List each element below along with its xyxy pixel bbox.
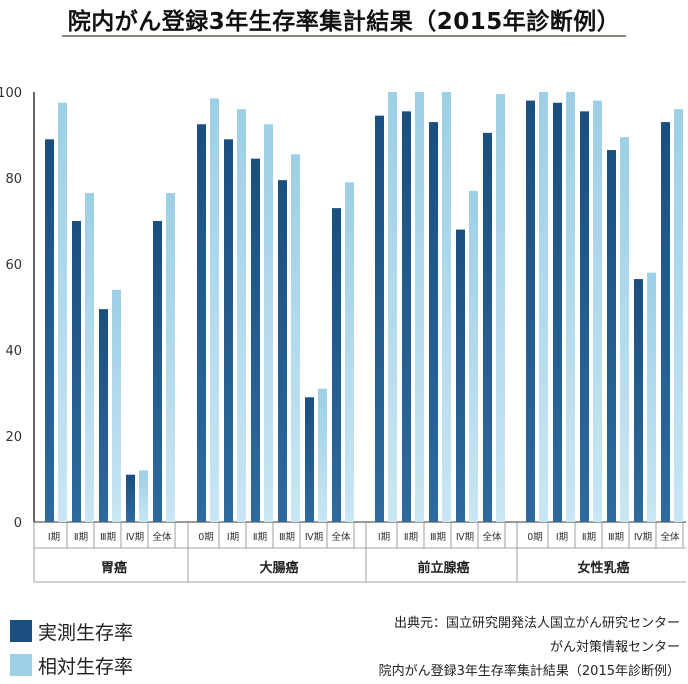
- bar-actual: [126, 474, 135, 522]
- bar-relative: [415, 92, 424, 522]
- legend-swatch-relative: [10, 654, 32, 676]
- x-tick-label: Ⅲ期: [430, 532, 446, 543]
- bar-relative: [388, 92, 397, 522]
- x-tick-label: Ⅱ期: [404, 532, 418, 543]
- bar-actual: [607, 150, 616, 523]
- bar-actual: [72, 221, 81, 522]
- bar-actual: [305, 397, 314, 522]
- group-label: 前立腺癌: [417, 560, 469, 576]
- legend-label-actual: 実測生存率: [38, 622, 134, 644]
- bar-relative: [112, 289, 121, 522]
- bar-relative: [318, 388, 327, 522]
- x-tick-label: Ⅱ期: [253, 532, 267, 543]
- x-tick-label: Ⅱ期: [74, 532, 88, 543]
- bar-actual: [375, 115, 384, 523]
- bar-relative: [469, 190, 478, 522]
- legend-swatch-actual: [10, 620, 32, 642]
- y-tick-label: 100: [0, 86, 22, 101]
- bar-relative: [85, 193, 94, 523]
- y-tick-label: 20: [5, 430, 22, 445]
- bar-relative: [674, 109, 683, 522]
- source-line-2: がん対策情報センター: [549, 640, 680, 655]
- source-note: 出典元：国立研究開発法人国立がん研究センター がん対策情報センター 院内がん登録…: [379, 612, 680, 684]
- bar-actual: [45, 139, 54, 523]
- bar-actual: [456, 229, 465, 522]
- x-tick-label: Ⅱ期: [582, 532, 596, 543]
- title-underline: [62, 35, 626, 37]
- bar-actual: [197, 124, 206, 522]
- bar-actual: [224, 139, 233, 523]
- bar-actual: [483, 132, 492, 522]
- bar-actual: [634, 279, 643, 522]
- bar-relative: [593, 100, 602, 522]
- x-tick-label: Ⅲ期: [279, 532, 295, 543]
- x-tick-label: Ⅳ期: [305, 532, 323, 543]
- bar-actual: [402, 111, 411, 522]
- x-tick-label: 全体: [482, 531, 502, 543]
- source-line-3: 院内がん登録3年生存率集計結果（2015年診断例）: [378, 664, 680, 679]
- bar-actual: [99, 309, 108, 522]
- x-tick-label: Ⅲ期: [608, 532, 624, 543]
- bar-relative: [291, 154, 300, 522]
- y-tick-label: 60: [5, 258, 22, 273]
- bar-relative: [264, 124, 273, 522]
- y-tick-label: 80: [5, 172, 22, 187]
- source-line-1: 出典元：国立研究開発法人国立がん研究センター: [393, 616, 680, 631]
- x-tick-label: Ⅳ期: [634, 532, 652, 543]
- bar-actual: [661, 122, 670, 522]
- bar-relative: [345, 182, 354, 523]
- bar-actual: [153, 221, 162, 522]
- bar-actual: [251, 158, 260, 522]
- bar-relative: [620, 137, 629, 522]
- bar-actual: [526, 100, 535, 522]
- bar-actual: [553, 102, 562, 522]
- y-tick-label: 0: [14, 516, 22, 531]
- chart-title: 院内がん登録3年生存率集計結果（2015年診断例）: [67, 9, 621, 35]
- x-tick-label: 全体: [331, 531, 351, 543]
- bar-relative: [539, 92, 548, 522]
- bar-relative: [442, 92, 451, 522]
- bar-relative: [237, 109, 246, 522]
- x-tick-label: Ⅰ期: [48, 532, 60, 543]
- x-tick-label: Ⅰ期: [556, 532, 568, 543]
- group-label: 大腸癌: [259, 560, 298, 576]
- bar-relative: [166, 193, 175, 523]
- x-tick-label: Ⅲ期: [100, 532, 116, 543]
- bar-relative: [210, 98, 219, 522]
- bar-relative: [58, 102, 67, 522]
- bar-relative: [647, 272, 656, 522]
- bar-relative: [139, 470, 148, 522]
- x-tick-label: 全体: [152, 531, 172, 543]
- bar-actual: [332, 208, 341, 522]
- x-tick-label: Ⅰ期: [227, 532, 239, 543]
- bar-actual: [580, 111, 589, 522]
- x-tick-label: Ⅳ期: [456, 532, 474, 543]
- legend-label-relative: 相対生存率: [38, 656, 134, 678]
- bar-relative: [566, 92, 575, 522]
- y-tick-label: 40: [5, 344, 22, 359]
- bar-relative: [496, 94, 505, 523]
- x-tick-label: 0期: [198, 532, 214, 543]
- x-tick-label: 0期: [527, 532, 543, 543]
- x-tick-label: Ⅰ期: [378, 532, 390, 543]
- bar-actual: [429, 122, 438, 522]
- x-tick-label: 全体: [660, 531, 680, 543]
- bar-actual: [278, 180, 287, 522]
- x-tick-label: Ⅳ期: [126, 532, 144, 543]
- group-label: 胃癌: [101, 560, 127, 576]
- group-label: 女性乳癌: [577, 560, 629, 576]
